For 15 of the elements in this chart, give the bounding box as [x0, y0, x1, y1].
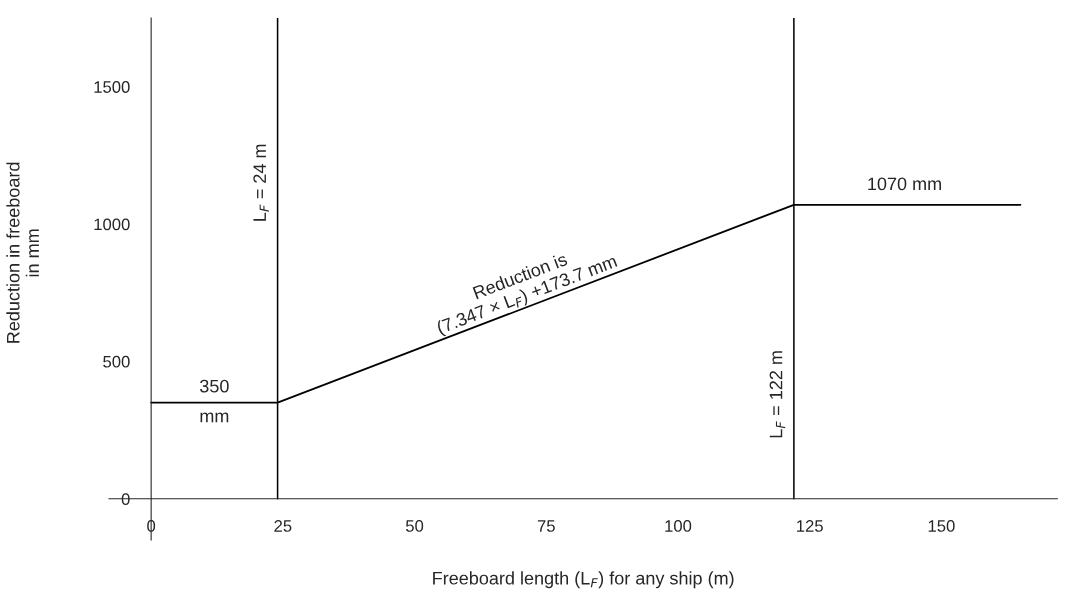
x-tick-label: 50: [405, 520, 424, 532]
x-tick-label: 125: [797, 520, 823, 532]
y-tick-label: 1000: [94, 218, 130, 231]
y-axis-title: Reduction in freeboard in mm: [6, 162, 39, 343]
x-tick-label: 75: [537, 520, 555, 532]
annotation: 350 mm: [199, 379, 229, 423]
x-tick-label: 25: [274, 520, 292, 532]
y-tick-label: 1500: [94, 81, 130, 93]
x-axis-title: Freeboard length (L$_{F}$) for any ship (m): [433, 571, 734, 589]
ref-line-label: L$_{F}$ = 24 m: [253, 144, 269, 221]
ref-line-label: L$_{F}$ = 122 m: [769, 351, 786, 438]
annotation: 1070 mm: [868, 177, 941, 191]
x-tick-label: 150: [928, 520, 955, 532]
x-tick-label: 100: [665, 520, 692, 532]
y-tick-label: 500: [103, 355, 130, 368]
